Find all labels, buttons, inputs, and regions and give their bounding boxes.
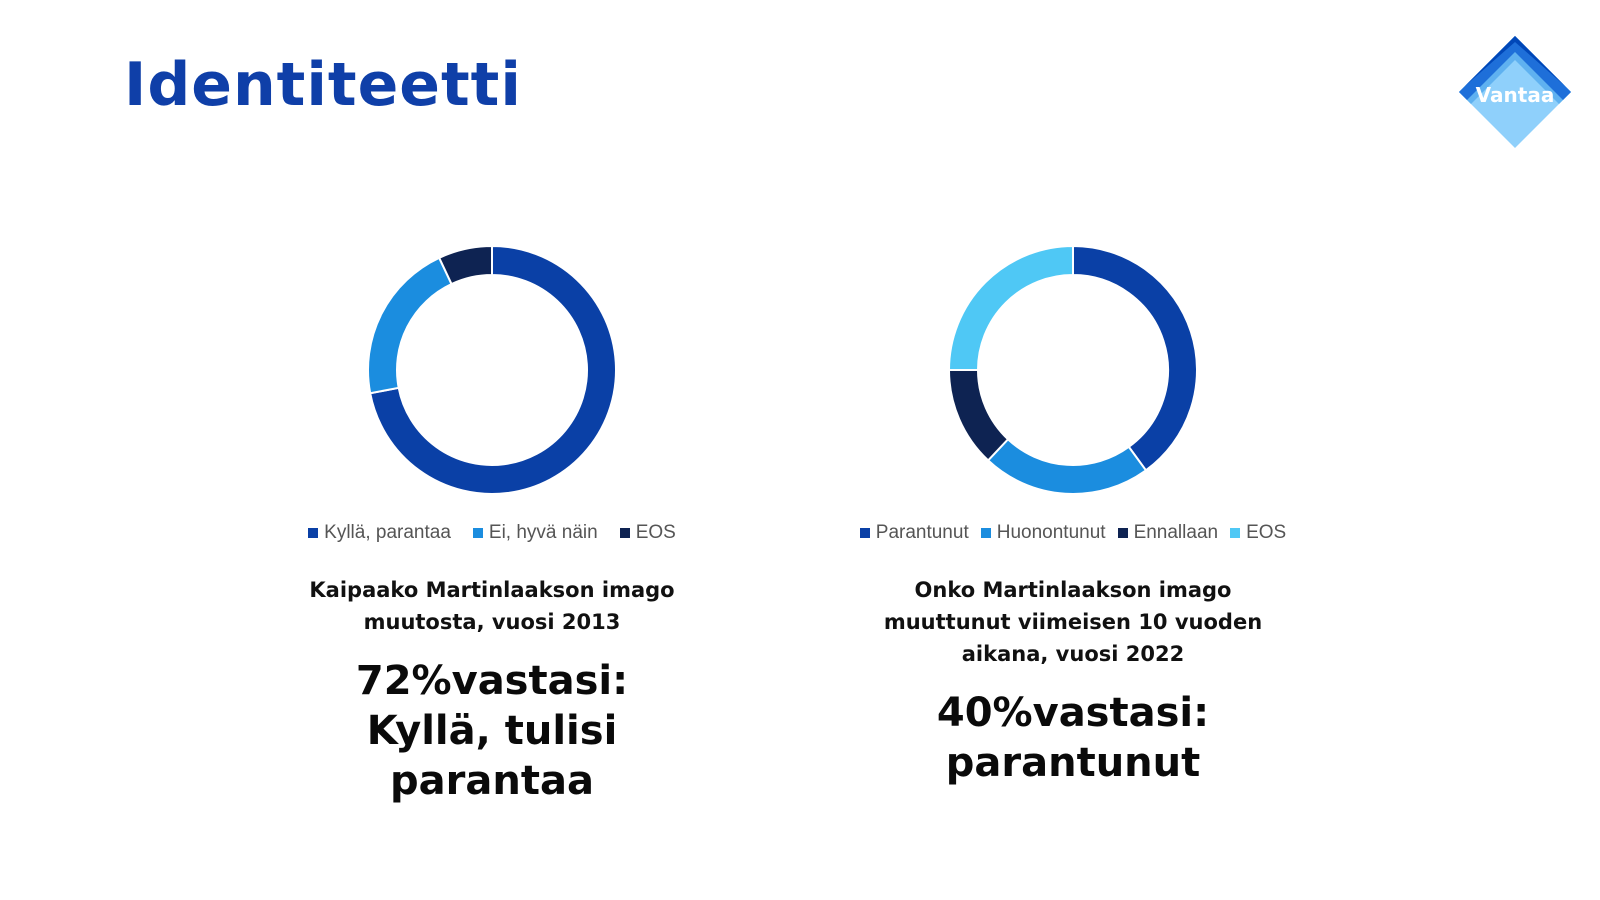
legend-2013: Kyllä, parantaa Ei, hyvä näin EOS — [232, 522, 752, 544]
legend-2022: Parantunut Huonontunut Ennallaan EOS — [813, 522, 1333, 544]
answer-2022: 40%vastasi: parantunut — [936, 690, 1210, 786]
legend-item: Parantunut — [859, 522, 969, 544]
legend-swatch — [619, 528, 630, 538]
logo-text: Vantaa — [1476, 83, 1555, 107]
donut-chart-2013 — [367, 244, 617, 495]
legend-item: Ennallaan — [1117, 522, 1219, 544]
legend-swatch — [472, 528, 483, 538]
donut-slice-3 — [947, 369, 1010, 462]
vantaa-logo: Vantaa — [1455, 32, 1575, 152]
legend-label: Ennallaan — [1133, 522, 1219, 543]
answer-2013: 72%vastasi: Kyllä, tulisi parantaa — [355, 658, 629, 804]
legend-label: Parantunut — [875, 522, 969, 543]
donut-slice-3 — [437, 244, 493, 286]
legend-label: EOS — [1246, 522, 1287, 543]
legend-swatch — [859, 528, 870, 538]
donut-slice-4 — [947, 244, 1074, 371]
slide-title: Identiteetti — [124, 50, 522, 120]
legend-item: EOS — [1230, 522, 1286, 544]
question-2022: Onko Martinlaakson imago muuttunut viime… — [883, 578, 1263, 666]
legend-item: Kyllä, parantaa — [308, 522, 451, 544]
legend-item: EOS — [619, 522, 676, 544]
legend-item: Ei, hyvä näin — [472, 522, 598, 544]
donut-slice-1 — [1072, 244, 1198, 472]
legend-label: Huonontunut — [996, 522, 1106, 543]
donut-slice-2 — [986, 437, 1148, 495]
chart-panel-2022: Parantunut Huonontunut Ennallaan EOS Onko M… — [813, 240, 1333, 788]
legend-swatch — [980, 528, 991, 538]
legend-label: Kyllä, parantaa — [324, 522, 451, 543]
legend-swatch — [1230, 528, 1241, 538]
legend-item: Huonontunut — [980, 522, 1106, 544]
donut-chart-2022 — [947, 244, 1198, 495]
donut-slice-1 — [369, 244, 617, 495]
legend-label: EOS — [635, 522, 676, 543]
donut-slice-2 — [367, 256, 453, 395]
question-2013: Kaipaako Martinlaakson imago muutosta, v… — [309, 578, 675, 634]
legend-swatch — [1117, 528, 1128, 538]
legend-swatch — [308, 528, 319, 538]
chart-panel-2013: Kyllä, parantaa Ei, hyvä näin EOS Kaipaako… — [232, 240, 752, 806]
legend-label: Ei, hyvä näin — [488, 522, 598, 543]
